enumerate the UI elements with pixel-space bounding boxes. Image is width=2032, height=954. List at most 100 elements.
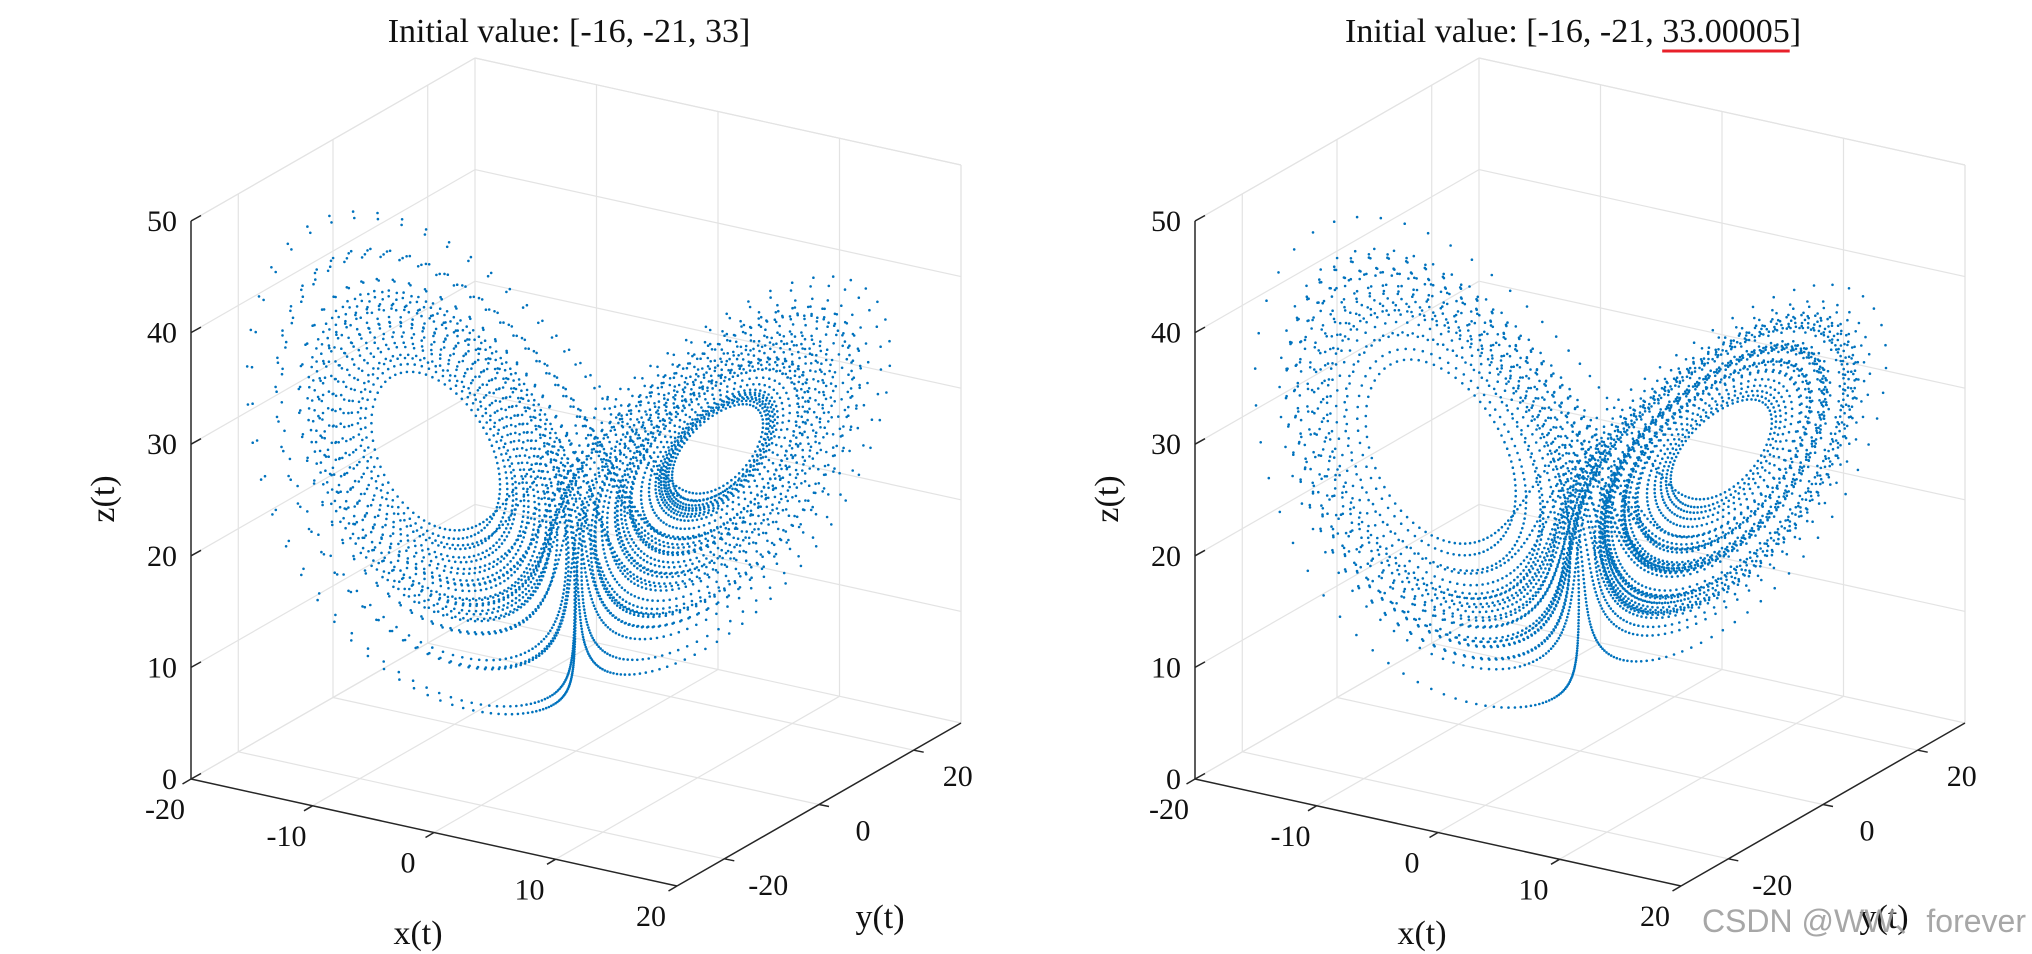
y-tick-label: 0: [856, 815, 871, 848]
y-axis-label: y(t): [855, 899, 904, 936]
grid-line-back-z: [1478, 392, 1966, 501]
grid-line-floor-y: [427, 642, 914, 751]
y-tick-mark: [818, 803, 830, 808]
z-tick-mark: [1194, 549, 1206, 557]
x-tick-label: 10: [1519, 873, 1549, 906]
grid-line-back-z: [1478, 169, 1966, 278]
z-tick-mark: [190, 661, 202, 669]
x-tick-mark: [1307, 805, 1317, 812]
x-tick-mark: [1186, 778, 1196, 785]
attractor-points: [245, 210, 892, 716]
grid-edge: [1478, 57, 1966, 166]
y-axis-label: y(t): [1859, 899, 1908, 936]
y-tick-label: -20: [1752, 869, 1792, 902]
z-tick-mark: [1194, 214, 1206, 222]
title-main: Initial value: [-16, -21, 33]: [388, 13, 751, 50]
grid-line-wall-z: [1194, 169, 1480, 334]
grid-line-wall-z: [1194, 503, 1480, 668]
z-tick-label: 40: [147, 317, 177, 350]
grid-line-back-z: [1478, 280, 1966, 389]
axes-frame: [182, 214, 962, 892]
grid-line-floor-y: [1336, 696, 1824, 806]
z-tick-mark: [190, 549, 202, 557]
x-tick-label: 20: [636, 900, 666, 933]
z-tick-label: 0: [1166, 763, 1181, 796]
y-tick-label: 0: [1860, 815, 1875, 848]
grid-line-back-z: [1478, 615, 1966, 724]
x-tick-mark: [303, 805, 313, 812]
y-tick-mark: [1822, 803, 1834, 808]
chart-title: Initial value: [-16, -21, 33.00005]: [1345, 13, 1801, 50]
grid-line-wall-z: [190, 169, 476, 334]
x-tick-mark: [668, 885, 678, 892]
z-tick-mark: [190, 772, 202, 780]
y-tick-label: 20: [943, 760, 973, 793]
title-prefix: Initial value: [-16, -21,: [1345, 13, 1662, 50]
axes-frame: [1186, 214, 1966, 892]
watermark: CSDN @WW、forever: [1702, 903, 2026, 939]
z-tick-label: 50: [1151, 205, 1181, 238]
z-tick-label: 50: [147, 205, 177, 238]
title-suffix: ]: [1790, 13, 1801, 50]
x-tick-label: -20: [1149, 793, 1189, 826]
x-tick-label: 10: [515, 873, 545, 906]
x-axis-label: x(t): [1397, 915, 1446, 952]
y-tick-label: 20: [1947, 760, 1977, 793]
attractor-points: [1253, 215, 1888, 709]
grid-line-wall-z: [1194, 280, 1480, 445]
grid-line-floor-y: [238, 751, 725, 860]
y-tick-mark: [724, 858, 735, 862]
chart-title: Initial value: [-16, -21, 33]: [388, 13, 751, 50]
y-tick-label: -20: [748, 869, 788, 902]
z-tick-label: 10: [147, 651, 177, 684]
grid-line-back-z: [474, 169, 962, 278]
grid-edge: [474, 57, 962, 166]
y-tick-mark: [1917, 749, 1928, 753]
x-tick-label: 0: [1405, 847, 1420, 880]
x-tick-label: 20: [1640, 900, 1670, 933]
grid-line-wall-z: [1194, 392, 1480, 557]
grid-line-floor-y: [1242, 751, 1729, 860]
trajectory-points: [245, 210, 892, 716]
x-tick-label: 0: [401, 847, 416, 880]
z-tick-mark: [1194, 772, 1206, 780]
y-tick-mark: [1728, 858, 1739, 862]
grid-line-floor-y: [332, 696, 820, 806]
title-highlight: 33.00005: [1662, 13, 1790, 50]
z-tick-mark: [1194, 661, 1206, 669]
x-tick-mark: [1672, 885, 1682, 892]
x-axis-label: x(t): [393, 915, 442, 952]
z-tick-label: 30: [147, 428, 177, 461]
z-tick-mark: [190, 214, 202, 222]
z-tick-label: 0: [162, 763, 177, 796]
z-tick-label: 20: [147, 540, 177, 573]
x-tick-label: -20: [145, 793, 185, 826]
x-tick-label: -10: [267, 820, 307, 853]
grid-line-wall-z: [190, 280, 476, 445]
z-tick-mark: [190, 438, 202, 445]
z-tick-mark: [1194, 438, 1206, 445]
grid-line-back-z: [474, 392, 962, 501]
z-tick-label: 10: [1151, 651, 1181, 684]
grid-edge: [1194, 57, 1480, 222]
grid-line-wall-z: [1194, 615, 1480, 780]
z-tick-label: 40: [1151, 317, 1181, 350]
z-axis-label: z(t): [85, 475, 122, 522]
grid-line-floor-y: [1431, 642, 1918, 751]
y-tick-mark: [913, 749, 924, 753]
z-tick-label: 30: [1151, 428, 1181, 461]
grid-edge: [190, 57, 476, 222]
x-tick-mark: [425, 831, 435, 839]
x-tick-mark: [546, 858, 556, 865]
grid-lines: [190, 57, 962, 887]
x-tick-mark: [1550, 858, 1560, 865]
grid-line-wall-z: [190, 615, 476, 780]
z-tick-mark: [1194, 326, 1206, 334]
x-tick-label: -10: [1271, 820, 1311, 853]
grid-lines: [1194, 57, 1966, 887]
